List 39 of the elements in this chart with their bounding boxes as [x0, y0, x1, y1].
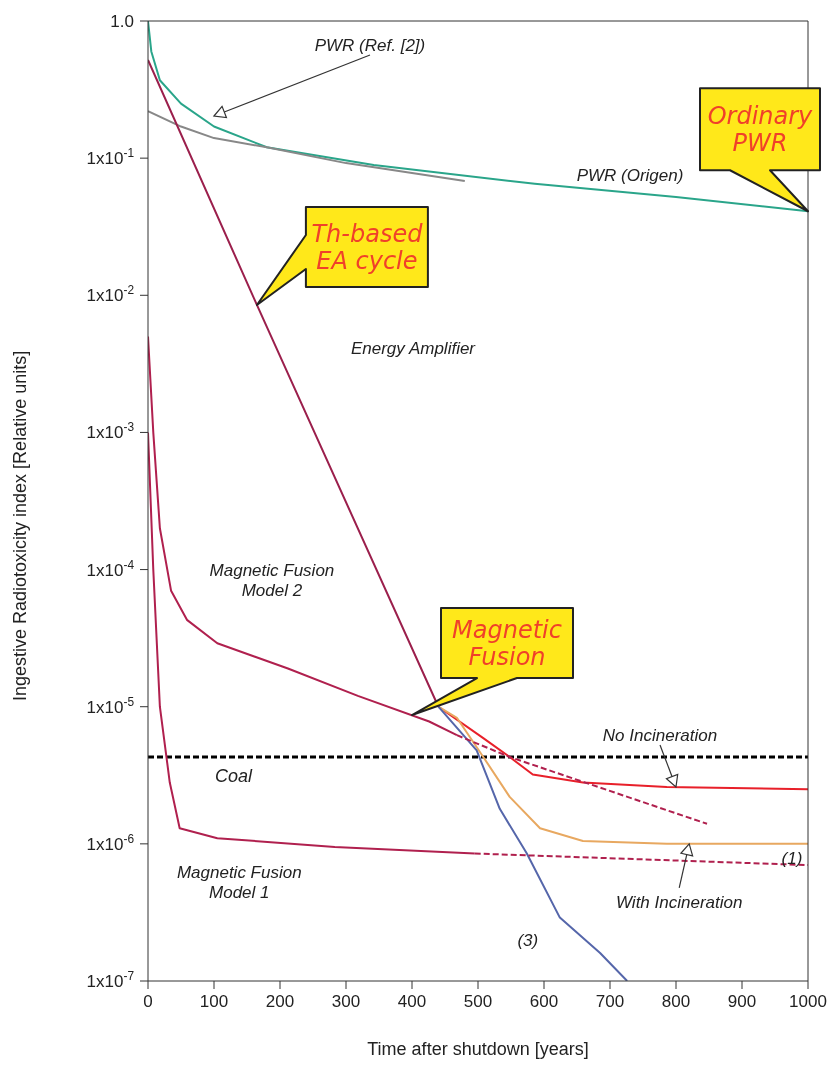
annotation: PWR (Origen) [576, 165, 684, 185]
y-tick-label: 1x10$^{-6}$ [86, 831, 135, 854]
x-axis-title: Time after shutdown [years] [367, 1039, 589, 1059]
y-tick-label: 1x10$^{-4}$ [86, 557, 135, 580]
annotation: Magnetic Fusion Model 2 [209, 561, 335, 600]
line-series [148, 110, 466, 183]
x-tick-label: 300 [331, 992, 361, 1011]
annotation: Th-based EA cycle [311, 219, 424, 276]
x-tick-label: 800 [661, 992, 691, 1011]
x-tick-label: 1000 [789, 992, 827, 1011]
annotation: Magnetic Fusion Model 1 [176, 863, 302, 902]
annotation: PWR (Ref. [2]) [314, 35, 426, 55]
callout-box: Th-based EA cycle [255, 205, 429, 306]
callout-box: Magnetic Fusion [411, 607, 574, 716]
y-tick-label: 1x10$^{-1}$ [86, 146, 135, 169]
y-tick-label: 1x10$^{-3}$ [86, 420, 135, 443]
annotation: Ordinary PWR [707, 101, 814, 158]
ref-line-label: Coal [215, 765, 254, 786]
annotation: No Incineration [602, 725, 718, 745]
x-tick-label: 200 [265, 992, 295, 1011]
y-tick-label: 1x10$^{-7}$ [86, 969, 135, 991]
x-tick-label: 900 [727, 992, 757, 1011]
annotation: With Incineration [615, 892, 743, 912]
x-tick-label: 600 [529, 992, 559, 1011]
x-tick-label: 0 [143, 992, 153, 1011]
y-tick-label: 1x10$^{-5}$ [86, 694, 135, 717]
y-axis-title: Ingestive Radiotoxicity index [Relative units] [10, 350, 31, 701]
x-tick-label: 500 [463, 992, 493, 1011]
x-tick-label: 100 [199, 992, 229, 1011]
y-tick-label: 1x10$^{-2}$ [86, 283, 135, 306]
line-series [437, 705, 808, 845]
annotation: Energy Amplifier [350, 338, 477, 358]
x-tick-label: 700 [595, 992, 625, 1011]
y-tick-label: 1.0 [110, 12, 134, 31]
callout-box: Ordinary PWR [699, 87, 821, 213]
annotation: (3) [517, 930, 539, 950]
x-tick-label: 400 [397, 992, 427, 1011]
annotation: (1) [781, 848, 803, 868]
annotation: Magnetic Fusion [452, 615, 562, 672]
